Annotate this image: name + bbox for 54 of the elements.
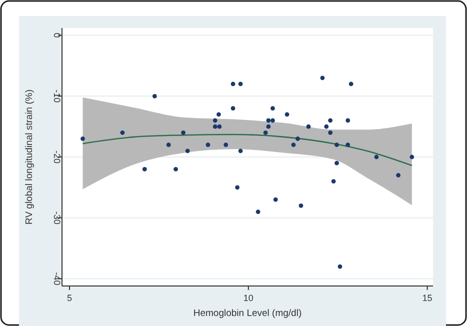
point xyxy=(235,185,240,190)
point xyxy=(224,142,228,148)
y-tick-label: -40 xyxy=(52,272,62,286)
x-axis-title: Hemoglobin Level (mg/dl) xyxy=(193,308,302,319)
point xyxy=(324,124,329,129)
point xyxy=(334,160,339,166)
point xyxy=(217,124,222,129)
point xyxy=(296,136,300,141)
point xyxy=(266,124,271,129)
point xyxy=(256,210,260,214)
point xyxy=(238,148,243,154)
point xyxy=(185,148,190,154)
point xyxy=(396,173,400,178)
point xyxy=(346,118,350,123)
point xyxy=(298,203,304,208)
point xyxy=(338,264,342,269)
point xyxy=(120,130,125,135)
point xyxy=(174,166,178,172)
point xyxy=(212,118,218,123)
point xyxy=(346,142,350,148)
point xyxy=(328,118,333,123)
x-tick-label: 10 xyxy=(243,293,254,303)
point xyxy=(348,82,354,86)
point xyxy=(374,154,379,160)
y-tick-label: -10 xyxy=(52,90,62,103)
point xyxy=(331,179,336,184)
point xyxy=(230,82,236,86)
point xyxy=(270,118,275,123)
x-tick-label: 5 xyxy=(67,293,72,303)
point xyxy=(410,154,414,160)
point xyxy=(334,142,339,148)
point xyxy=(166,142,171,148)
point xyxy=(181,130,186,135)
point xyxy=(284,112,290,117)
point xyxy=(206,142,210,148)
point xyxy=(266,118,271,123)
point xyxy=(80,136,85,141)
point xyxy=(212,124,218,129)
point xyxy=(320,76,325,80)
point xyxy=(328,130,333,135)
point xyxy=(152,94,157,98)
point xyxy=(273,197,278,202)
y-tick-label: -30 xyxy=(52,211,62,224)
point xyxy=(142,166,147,172)
point xyxy=(216,112,221,117)
point xyxy=(238,82,243,86)
point xyxy=(306,124,311,129)
point xyxy=(230,106,236,111)
point xyxy=(263,130,268,135)
y-tick-label: 0 xyxy=(52,32,62,38)
x-tick-label: 15 xyxy=(422,293,432,303)
point xyxy=(291,142,296,148)
point xyxy=(270,106,275,111)
y-axis-title: RV global longitudinal strain (%) xyxy=(24,89,35,225)
